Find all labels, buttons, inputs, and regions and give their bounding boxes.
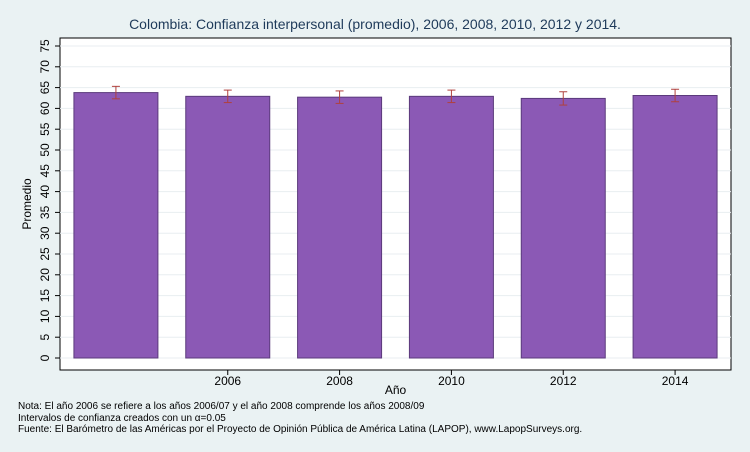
y-tick-label: 40 bbox=[38, 185, 52, 199]
y-tick-label: 45 bbox=[38, 164, 52, 178]
y-tick-label: 25 bbox=[38, 247, 52, 261]
bar bbox=[520, 97, 606, 359]
y-tick-label: 0 bbox=[38, 354, 52, 361]
x-tick-label: 2008 bbox=[326, 374, 353, 388]
bar bbox=[408, 95, 494, 359]
chart-notes: Nota: El año 2006 se refiere a los años … bbox=[18, 401, 582, 436]
y-axis-title: Promedio bbox=[20, 178, 34, 230]
y-tick-label: 50 bbox=[38, 143, 52, 157]
y-tick-label: 15 bbox=[38, 289, 52, 303]
y-tick-label: 30 bbox=[38, 226, 52, 240]
bar-chart: 0 5 10 15 20 25 30 35 40 45 50 55 60 65 70 75 Promedio 20… bbox=[20, 37, 732, 397]
y-tick-label: 65 bbox=[38, 81, 52, 95]
bar bbox=[73, 92, 159, 359]
y-tick-label: 75 bbox=[38, 39, 52, 53]
note-line-1: Nota: El año 2006 se refiere a los años … bbox=[18, 401, 425, 412]
y-tick-label: 20 bbox=[38, 268, 52, 282]
y-tick-label: 55 bbox=[38, 122, 52, 136]
y-tick-label: 70 bbox=[38, 60, 52, 74]
bar bbox=[297, 96, 383, 359]
y-tick-label: 60 bbox=[38, 101, 52, 115]
x-tick-label: 2012 bbox=[550, 374, 577, 388]
y-tick-label: 5 bbox=[38, 334, 52, 341]
y-tick-label: 10 bbox=[38, 309, 52, 323]
x-tick-label: 2010 bbox=[438, 374, 465, 388]
y-tick-label: 35 bbox=[38, 205, 52, 219]
chart-title: Colombia: Confianza interpersonal (prome… bbox=[129, 16, 621, 32]
x-tick-label: 2014 bbox=[662, 374, 689, 388]
note-line-3: Fuente: El Barómetro de las Américas por… bbox=[18, 424, 583, 435]
bar bbox=[632, 95, 718, 359]
x-axis-title: Año bbox=[385, 383, 407, 397]
note-line-2: Intervalos de confianza creados con un α… bbox=[18, 412, 226, 424]
plot-area bbox=[59, 37, 732, 371]
x-tick-label: 2006 bbox=[214, 374, 241, 388]
bar bbox=[185, 95, 271, 359]
